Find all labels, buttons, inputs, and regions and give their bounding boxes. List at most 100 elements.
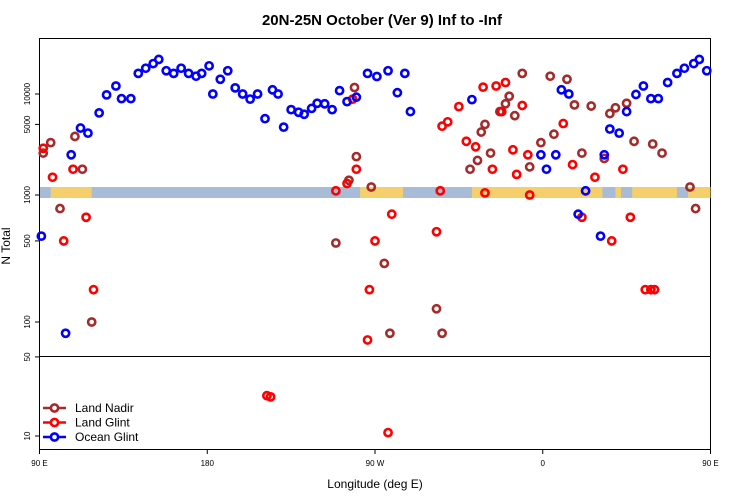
x-tick-label: 180 (201, 459, 215, 468)
land-nadir-point (86, 317, 97, 327)
land-nadir-point (500, 98, 511, 109)
land-nadir-point (55, 203, 65, 214)
ocean-glint-point (153, 54, 164, 65)
land-nadir-point (524, 161, 535, 172)
ocean-glint-point (467, 94, 477, 105)
land-nadir-point (685, 182, 695, 192)
land-nadir-point (330, 238, 341, 248)
land-glint-point (383, 427, 393, 438)
land-nadir-point (562, 74, 572, 85)
x-tick-label: 90 E (702, 459, 718, 468)
land-nadir-point (349, 82, 360, 93)
ocean-glint-point (196, 68, 207, 79)
land-glint-point (362, 335, 373, 345)
x-tick-label: 0 (541, 459, 546, 468)
land-glint-point (58, 236, 69, 246)
ocean-glint-point (204, 60, 215, 71)
land-nadir-point (476, 127, 487, 137)
ocean-glint-point (342, 96, 352, 107)
land-glint-point (330, 185, 341, 196)
land-nadir-point (549, 129, 559, 140)
land-nadir-point (657, 148, 667, 158)
ocean-glint-point (405, 106, 416, 117)
land-nadir-legend-marker (49, 403, 60, 413)
ocean-glint-point (125, 93, 136, 104)
x-tick-label: 90 W (366, 459, 385, 468)
land-nadir-point (569, 99, 580, 110)
land-nadir-point (621, 98, 632, 109)
land-glint-point (480, 187, 490, 198)
land-nadir-point (366, 182, 377, 192)
land-nadir-point (472, 155, 483, 166)
y-tick-label: 10000 (23, 82, 32, 105)
land-india (632, 187, 677, 198)
ocean-glint-point (286, 104, 297, 115)
land-glint-point (606, 236, 617, 246)
land-glint-point (431, 226, 442, 237)
land-nadir-point (629, 136, 639, 147)
land-glint-point (649, 284, 660, 295)
ocean-glint-point (215, 74, 226, 85)
land-nadir-point (77, 164, 88, 175)
land-glint-point (351, 164, 362, 175)
ocean-glint-legend-label: Ocean Glint (75, 430, 139, 444)
ocean-glint-point (399, 68, 410, 79)
ocean-glint-point (580, 185, 591, 196)
ocean-glint-point (222, 65, 233, 76)
land-nadir-point (465, 164, 475, 175)
land-nadir-point (545, 71, 556, 82)
ocean-glint-point (278, 122, 289, 133)
land-nadir-point (485, 148, 496, 158)
land-nadir-point (517, 68, 528, 79)
land-glint-point (478, 82, 489, 93)
y-tick-label: 50 (23, 352, 32, 361)
ocean-glint-point (392, 87, 403, 98)
ocean-glint-point (252, 89, 263, 99)
land-nadir-legend-label: Land Nadir (75, 401, 134, 415)
land-glint-point (511, 169, 522, 180)
coastline-map-band (40, 187, 711, 198)
land-nadir-point (45, 137, 56, 148)
land-glint-legend-marker (49, 417, 60, 428)
ocean-glint-point (94, 107, 105, 118)
ocean-glint-point (550, 149, 561, 160)
ocean-glint-point (273, 89, 283, 99)
land-glint-point (265, 391, 276, 402)
y-tick-label: 500 (23, 234, 32, 248)
ocean-glint-point (351, 92, 362, 103)
land-nadir-point (351, 151, 362, 162)
land-glint-point (496, 106, 507, 117)
land-glint-point (38, 143, 49, 154)
ocean-glint-point (362, 68, 373, 79)
ocean-glint-point (111, 81, 121, 91)
land-arabia (615, 187, 622, 198)
land-glint-point (558, 118, 569, 129)
land-glint-point (508, 144, 518, 155)
ocean-glint-point (176, 63, 187, 74)
land-glint-point (442, 116, 453, 127)
land-glint-point (625, 212, 636, 223)
ocean-glint-point (679, 63, 690, 74)
land-glint-point (567, 159, 578, 170)
ocean-glint-point (614, 128, 625, 139)
ocean-glint-point (306, 103, 317, 114)
land-glint-point (68, 164, 78, 175)
ocean-glint-point (245, 94, 256, 105)
ocean-glint-point (645, 93, 656, 104)
land-glint-point (364, 284, 375, 295)
land-glint-point (645, 284, 656, 295)
land-nadir-point (604, 108, 615, 119)
ocean-glint-point (694, 54, 705, 65)
x-tick-label: 90 E (31, 459, 47, 468)
land-indochina (688, 187, 711, 198)
ocean-glint-point (631, 89, 641, 100)
land-glint-point (640, 284, 651, 295)
ocean-glint-point (319, 98, 330, 109)
land-nadir-point (504, 91, 515, 102)
ocean-glint-point (101, 89, 112, 100)
ocean-glint-point (168, 68, 179, 79)
land-nadir-point (431, 303, 442, 314)
land-glint-point (88, 284, 99, 295)
land-glint-point (617, 164, 628, 175)
